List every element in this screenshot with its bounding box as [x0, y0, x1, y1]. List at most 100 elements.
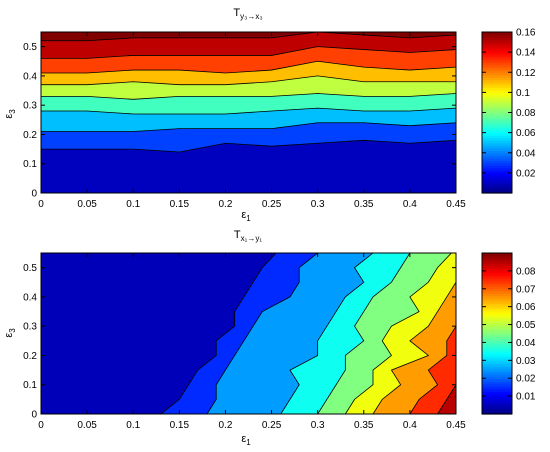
bottom-colorbar-segment: [482, 265, 512, 269]
top-colorbar-tick-label: 0.08: [516, 108, 536, 119]
top-colorbar-segment: [482, 190, 512, 194]
top-x-tick-label: 0.3: [311, 199, 325, 210]
top-colorbar-tick-label: 0.04: [516, 148, 536, 159]
bottom-colorbar-segment: [482, 383, 512, 387]
top-colorbar-tick-label: 0.16: [516, 28, 536, 39]
bottom-contour-line-4: [344, 252, 452, 415]
bottom-colorbar-segment: [482, 353, 512, 357]
bottom-title: Tx₁→y₁: [234, 229, 262, 243]
bottom-band-1: [160, 253, 318, 414]
top-colorbar-segment: [482, 162, 512, 166]
top-colorbar-segment: [482, 89, 512, 93]
top-colorbar-segment: [482, 157, 512, 161]
bottom-x-tick-label: 0.3: [311, 420, 325, 431]
bottom-band-2: [207, 253, 373, 414]
top-colorbar-segment: [482, 107, 512, 111]
top-colorbar-segment: [482, 82, 512, 86]
bottom-contour-line-0: [160, 252, 277, 415]
top-x-tick-label: 0.45: [446, 199, 466, 210]
bottom-colorbar-segment: [482, 401, 512, 405]
bottom-colorbar-segment: [482, 255, 512, 259]
bottom-colorbar-segment: [482, 308, 512, 312]
top-colorbar-segment: [482, 145, 512, 149]
bottom-colorbar: 0.01 0.02 0.03 0.04 0.05 0.06 0.07 0.08: [481, 252, 536, 415]
top-colorbar-segment: [482, 122, 512, 126]
bottom-y-tick-label: 0.1: [23, 380, 37, 391]
bottom-colorbar-segment: [482, 293, 512, 297]
bottom-colorbar-tick-label: 0.07: [516, 284, 536, 295]
top-colorbar-segment: [482, 185, 512, 189]
top-y-tick-label: 0: [31, 189, 37, 200]
bottom-colorbar-segment: [482, 270, 512, 274]
top-colorbar-segment: [482, 155, 512, 159]
top-colorbar-segment: [482, 120, 512, 124]
bottom-colorbar-segment: [482, 260, 512, 264]
bottom-colorbar-segment: [482, 411, 512, 415]
bottom-colorbar-segment: [482, 315, 512, 320]
top-y-tick-label: 0.4: [23, 71, 37, 82]
top-y-ticks: 0 0.1 0.2 0.3 0.4 0.5: [23, 42, 456, 200]
top-axes-frame: [40, 31, 457, 194]
bottom-colorbar-segment: [482, 310, 512, 314]
bottom-colorbar-tick-label: 0.03: [516, 356, 536, 367]
bottom-band-4: [317, 253, 452, 414]
top-x-tick-label: 0.15: [170, 199, 190, 210]
bottom-colorbar-segment: [482, 368, 512, 372]
bottom-colorbar-segment: [482, 363, 512, 367]
top-x-tick-label: 0: [38, 199, 44, 210]
bottom-contour-line-2: [280, 252, 374, 415]
top-colorbar-segment: [482, 147, 512, 151]
bottom-colorbar-segment: [482, 305, 512, 309]
bottom-contour-line-1: [206, 252, 318, 415]
bottom-x-tick-label: 0.1: [126, 420, 140, 431]
bottom-colorbar-segment: [482, 280, 512, 284]
top-band-3: [41, 93, 456, 114]
bottom-colorbar-segment: [482, 333, 512, 337]
bottom-colorbar-segment: [482, 346, 512, 350]
bottom-axes-frame: [40, 252, 457, 415]
top-colorbar-segment: [482, 59, 512, 63]
bottom-colorbar-segment: [482, 388, 512, 392]
top-colorbar-segment: [482, 99, 512, 104]
bottom-colorbar-segment: [482, 325, 512, 330]
bottom-x-tick-label: 0.2: [218, 420, 232, 431]
top-colorbar-segment: [482, 142, 512, 146]
bottom-colorbar-segment: [482, 290, 512, 294]
top-colorbar-segment: [482, 37, 512, 41]
top-contour-line-5: [41, 60, 457, 74]
top-y-tick-label: 0.5: [23, 42, 37, 53]
top-colorbar-tick-label: 0.14: [516, 48, 536, 59]
top-x-tick-label: 0.4: [403, 199, 417, 210]
bottom-colorbar-segment: [482, 283, 512, 287]
bottom-y-ticks: 0 0.1 0.2 0.3 0.4 0.5: [23, 263, 456, 421]
top-contour-line-0: [41, 139, 457, 153]
bottom-colorbar-segment: [482, 361, 512, 365]
top-colorbar-segment: [482, 167, 512, 171]
top-colorbar-segment: [482, 94, 512, 99]
bottom-colorbar-segment: [482, 318, 512, 322]
top-colorbar: 0.02 0.04 0.06 0.08 0.1 0.12 0.14 0.16: [481, 28, 536, 194]
top-colorbar-segment: [482, 104, 512, 109]
top-colorbar-segment: [482, 177, 512, 182]
bottom-colorbar-segment: [482, 338, 512, 342]
bottom-colorbar-segment: [482, 391, 512, 395]
top-colorbar-tick-label: 0.12: [516, 68, 536, 79]
top-colorbar-segment: [482, 152, 512, 156]
top-colorbar-tick-label: 0.02: [516, 168, 536, 179]
bottom-y-tick-label: 0.2: [23, 351, 37, 362]
bottom-colorbar-segment: [482, 366, 512, 370]
bottom-y-tick-label: 0.3: [23, 322, 37, 333]
top-colorbar-tick-label: 0.1: [516, 88, 530, 99]
bottom-colorbar-segment: [482, 288, 512, 292]
top-colorbar-segment: [482, 112, 512, 116]
top-colorbar-segment: [482, 92, 512, 96]
top-colorbar-segment: [482, 127, 512, 131]
bottom-colorbar-segment: [482, 336, 512, 340]
top-colorbar-segment: [482, 165, 512, 169]
bottom-colorbar-tick-label: 0.05: [516, 320, 536, 331]
top-y-tick-label: 0.2: [23, 130, 37, 141]
top-band-7: [41, 32, 456, 59]
bottom-colorbar-segment: [482, 398, 512, 403]
top-colorbar-segment: [482, 172, 512, 176]
bottom-colorbar-segment: [482, 358, 512, 362]
